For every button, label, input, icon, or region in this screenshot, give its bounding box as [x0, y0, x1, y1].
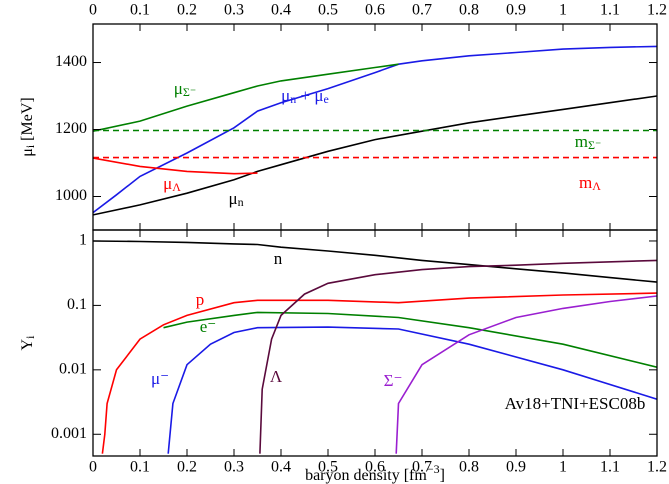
text-part: i — [23, 144, 37, 148]
annotation: μ⁻ — [151, 369, 169, 388]
annotation: μn — [228, 189, 243, 209]
text-part: μ — [228, 189, 237, 208]
text-part: Y — [19, 338, 36, 350]
y-tick-label: 1000 — [55, 187, 87, 204]
x-tick-label: 0.7 — [412, 2, 432, 19]
x-tick-label: 0.2 — [177, 459, 197, 476]
y-tick-label: 0.01 — [59, 361, 87, 378]
y-tick-label: 1200 — [55, 120, 87, 137]
line — [259, 259, 657, 454]
x-tick-label: 1.2 — [647, 2, 667, 19]
text-part: μ — [163, 174, 172, 193]
annotation: Σ⁻ — [384, 371, 403, 390]
text-part: Λ — [270, 367, 283, 386]
text-part: μ — [174, 79, 183, 98]
text-part: Λ — [172, 180, 181, 194]
text-part: Av18+TNI+ESC08b — [505, 394, 646, 413]
line — [93, 157, 258, 175]
x-tick-label: 0 — [89, 2, 97, 19]
x-tick-label: 0.5 — [318, 2, 338, 19]
text-part: n — [238, 195, 244, 209]
text-part: μ⁻ — [151, 369, 169, 388]
x-tick-label: 0.7 — [412, 459, 432, 476]
x-tick-label: 1.2 — [647, 459, 667, 476]
line — [395, 295, 657, 454]
annotation: Λ — [270, 367, 283, 386]
x-tick-label: 0.5 — [318, 459, 338, 476]
text-part: Λ — [592, 179, 601, 193]
x-tick-label: 0.1 — [130, 2, 150, 19]
y-axis-label: Yi — [19, 335, 38, 351]
text-part: e⁻ — [200, 317, 217, 336]
x-tick-label: 0 — [89, 459, 97, 476]
annotation: mΣ⁻ — [575, 132, 602, 152]
text-part: ] — [440, 467, 445, 484]
text-part: μ — [19, 148, 36, 157]
text-part: n — [274, 249, 283, 268]
line — [93, 95, 657, 216]
annotation: μn + μe — [281, 86, 329, 106]
x-tick-label: 0.1 — [130, 459, 150, 476]
x-tick-label: 0.2 — [177, 2, 197, 19]
plot-frame — [92, 229, 658, 457]
annotation: mΛ — [579, 173, 601, 193]
annotation: n — [274, 249, 283, 268]
y-tick-label: 0.1 — [67, 296, 87, 313]
x-tick-label: 1 — [559, 459, 567, 476]
annotation: e⁻ — [200, 317, 217, 336]
text-part: m — [579, 173, 592, 192]
line — [93, 63, 399, 132]
y-axis-label: μi [MeV] — [19, 97, 38, 156]
y-tick-label: 1 — [79, 232, 87, 249]
x-tick-label: 0.9 — [506, 459, 526, 476]
x-tick-label: 0.4 — [271, 459, 291, 476]
plot-frame — [92, 23, 658, 231]
text-part: p — [196, 290, 205, 309]
x-tick-label: 0.3 — [224, 2, 244, 19]
text-part: n — [290, 92, 296, 106]
line — [167, 326, 657, 454]
text-part: −3 — [427, 462, 440, 476]
y-tick-label: 1400 — [55, 53, 87, 70]
line — [93, 45, 657, 214]
line — [93, 240, 657, 283]
annotation: Av18+TNI+ESC08b — [505, 394, 646, 413]
x-tick-label: 0.6 — [365, 2, 385, 19]
x-tick-label: 0.4 — [271, 2, 291, 19]
text-part: μ — [281, 86, 290, 105]
x-tick-label: 0.9 — [506, 2, 526, 19]
annotation: μΛ — [163, 174, 181, 194]
text-part: Σ⁻ — [183, 85, 196, 99]
text-part: i — [23, 335, 37, 339]
y-tick-label: 0.001 — [51, 425, 87, 442]
text-part: + μ — [296, 86, 323, 105]
x-tick-label: 0.6 — [365, 459, 385, 476]
text-part: e — [324, 92, 329, 106]
x-axis-label: baryon density [fm−3] — [305, 462, 445, 483]
line — [101, 292, 657, 454]
x-tick-label: 1 — [559, 2, 567, 19]
x-tick-label: 0.8 — [459, 459, 479, 476]
annotation: p — [196, 290, 205, 309]
line — [163, 311, 657, 368]
text-part: Σ⁻ — [384, 371, 403, 390]
x-tick-label: 1.1 — [600, 2, 620, 19]
text-part: baryon density [fm — [305, 467, 427, 484]
text-part: [MeV] — [19, 97, 36, 145]
x-tick-label: 1.1 — [600, 459, 620, 476]
text-part: m — [575, 132, 588, 151]
annotation: μΣ⁻ — [174, 79, 196, 99]
x-tick-label: 0.3 — [224, 459, 244, 476]
x-tick-label: 0.8 — [459, 2, 479, 19]
text-part: Σ⁻ — [588, 138, 601, 152]
